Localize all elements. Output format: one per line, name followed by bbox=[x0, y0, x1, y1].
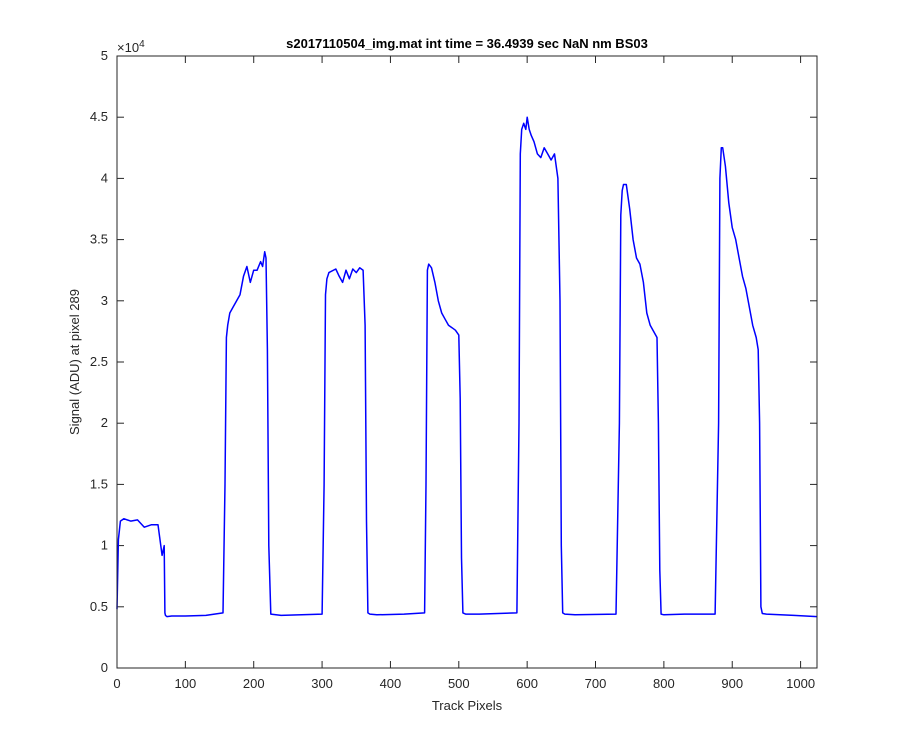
x-tick-label: 900 bbox=[721, 676, 743, 691]
x-tick-label: 300 bbox=[311, 676, 333, 691]
y-axis-exponent: ×104 bbox=[117, 39, 145, 55]
x-axis-label: Track Pixels bbox=[432, 698, 503, 713]
x-tick-label: 400 bbox=[380, 676, 402, 691]
axes-box bbox=[116, 55, 818, 669]
series-group bbox=[116, 116, 818, 618]
y-tick-label: 3.5 bbox=[90, 232, 108, 247]
y-tick-label: 2 bbox=[101, 415, 108, 430]
y-axis-exponent-power: 4 bbox=[139, 39, 145, 50]
plot-area bbox=[117, 56, 817, 668]
x-axis-ticks: 0 100 200 300 400 500 600 700 800 900 1000 bbox=[113, 56, 815, 691]
y-tick-label: 0 bbox=[101, 660, 108, 675]
x-tick-label: 600 bbox=[516, 676, 538, 691]
x-tick-label: 700 bbox=[585, 676, 607, 691]
y-tick-label: 5 bbox=[101, 48, 108, 63]
y-axis-exponent-base: ×10 bbox=[117, 40, 139, 55]
y-axis-ticks: 0 0.5 1 1.5 2 2.5 3 3.5 4 4.5 5 bbox=[90, 48, 817, 675]
y-tick-label: 1.5 bbox=[90, 476, 108, 491]
chart-title: s2017110504_img.mat int time = 36.4939 s… bbox=[286, 36, 648, 51]
x-tick-label: 100 bbox=[175, 676, 197, 691]
y-tick-label: 4 bbox=[101, 170, 108, 185]
y-tick-label: 1 bbox=[101, 538, 108, 553]
x-tick-label: 1000 bbox=[786, 676, 815, 691]
y-tick-label: 2.5 bbox=[90, 354, 108, 369]
x-tick-label: 800 bbox=[653, 676, 675, 691]
y-tick-label: 0.5 bbox=[90, 599, 108, 614]
x-tick-label: 0 bbox=[113, 676, 120, 691]
x-tick-label: 500 bbox=[448, 676, 470, 691]
y-tick-label: 4.5 bbox=[90, 109, 108, 124]
series-line bbox=[116, 116, 818, 618]
x-tick-label: 200 bbox=[243, 676, 265, 691]
y-axis-label: Signal (ADU) at pixel 289 bbox=[67, 289, 82, 435]
y-tick-label: 3 bbox=[101, 293, 108, 308]
